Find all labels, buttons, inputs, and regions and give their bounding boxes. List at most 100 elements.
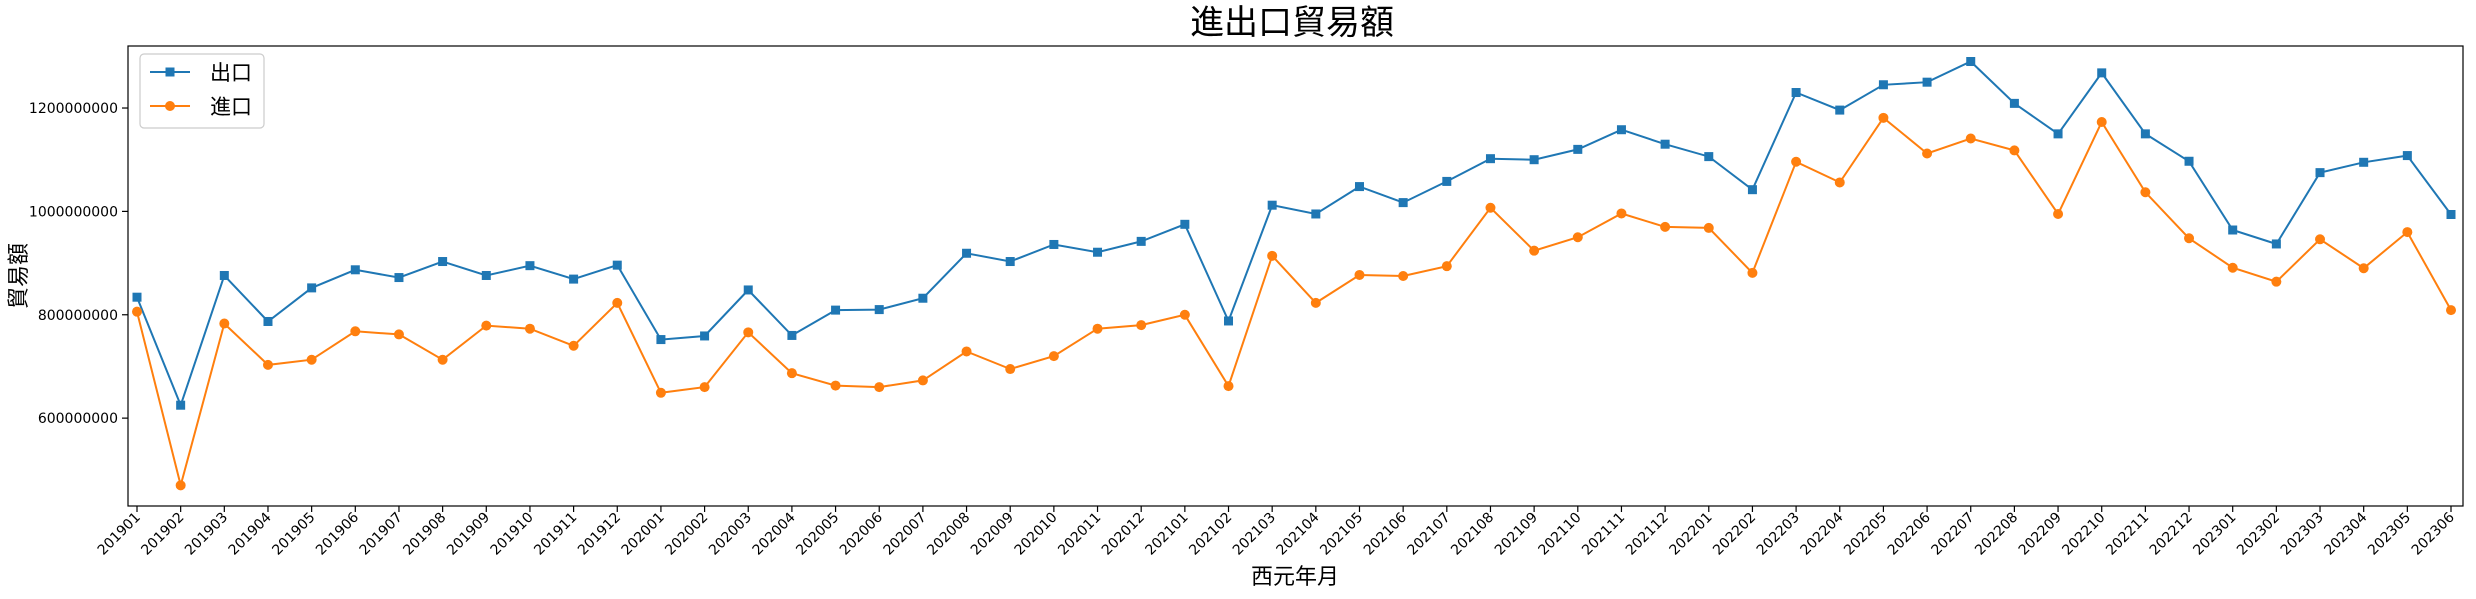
x-tick-label: 202008 [924, 510, 973, 559]
x-tick-label: 201910 [488, 510, 537, 559]
x-tick-label: 202207 [1928, 510, 1977, 559]
x-tick-label: 202201 [1666, 510, 1715, 559]
x-tick-label: 202106 [1361, 509, 1410, 558]
data-point [2315, 234, 2326, 245]
data-point [1529, 245, 1540, 256]
data-point [2359, 157, 2369, 167]
x-tick-label: 201909 [444, 510, 493, 559]
legend-label: 出口 [210, 61, 252, 85]
data-point [2446, 305, 2456, 316]
x-tick-label: 202211 [2103, 510, 2152, 559]
data-point [612, 260, 622, 270]
x-tick-label: 201901 [95, 510, 144, 559]
x-tick-label: 201911 [531, 510, 580, 559]
data-point [656, 335, 666, 345]
x-tick-label: 202210 [2059, 510, 2108, 559]
x-tick-label: 202304 [2321, 509, 2370, 558]
data-point [569, 274, 579, 284]
data-point [612, 297, 623, 308]
x-tick-label: 201912 [575, 510, 624, 559]
data-point [1922, 148, 1933, 159]
data-point [2315, 168, 2325, 178]
x-tick-label: 202009 [968, 510, 1017, 559]
data-point [1747, 185, 1757, 195]
data-point [1791, 156, 1802, 167]
x-tick-label: 202010 [1012, 510, 1061, 559]
data-point [743, 327, 754, 338]
data-point [1616, 208, 1627, 219]
x-tick-label: 201906 [313, 509, 362, 558]
x-tick-label: 202209 [2016, 510, 2065, 559]
y-tick-label: 1200000000 [29, 101, 118, 117]
x-tick-label: 202212 [2147, 510, 2196, 559]
x-tick-label: 202108 [1448, 510, 1497, 559]
data-point [2184, 233, 2195, 244]
legend-label: 進口 [210, 95, 252, 119]
data-point [132, 292, 142, 302]
data-point [394, 273, 404, 283]
data-point [568, 340, 579, 351]
x-tick-label: 202111 [1579, 510, 1628, 559]
legend-marker [165, 67, 175, 77]
data-point [2053, 129, 2063, 139]
data-point [1354, 269, 1365, 280]
data-point [1398, 271, 1409, 281]
y-tick-label: 1000000000 [29, 204, 118, 220]
data-point [917, 375, 928, 386]
data-point [1966, 57, 1976, 67]
data-point [1704, 152, 1714, 162]
data-point [1179, 309, 1190, 320]
x-axis-title: 西元年月 [1251, 565, 1339, 590]
x-tick-label: 202005 [793, 510, 842, 559]
x-tick-label: 202105 [1317, 510, 1366, 559]
data-point [1485, 154, 1495, 164]
data-point [350, 265, 360, 275]
data-point [1441, 261, 1452, 272]
y-tick-label: 800000000 [38, 308, 118, 324]
data-point [918, 293, 928, 303]
x-tick-label: 202006 [837, 509, 886, 558]
x-tick-label: 202104 [1274, 509, 1323, 558]
data-point [1049, 239, 1059, 249]
x-tick-label: 202205 [1841, 510, 1890, 559]
x-tick-label: 201907 [357, 510, 406, 559]
series-line [136, 60, 2452, 409]
data-point [1442, 176, 1452, 186]
data-point [961, 346, 972, 357]
x-tick-label: 201904 [226, 509, 275, 558]
x-tick-label: 202306 [2409, 509, 2458, 558]
data-point [1005, 364, 1016, 375]
data-point [1311, 209, 1321, 219]
data-point [1572, 232, 1583, 243]
data-point [1180, 219, 1190, 229]
x-tick-label: 202007 [881, 510, 930, 559]
data-point [2097, 68, 2107, 78]
data-point [1835, 105, 1845, 115]
data-point [1354, 182, 1364, 192]
series-2 [132, 112, 2456, 491]
data-point [1878, 80, 1888, 90]
data-point [1529, 155, 1539, 165]
data-point [1660, 139, 1670, 149]
data-point [307, 283, 317, 293]
x-tick-label: 202305 [2365, 510, 2414, 559]
y-tick-label: 600000000 [38, 411, 118, 427]
data-point [1223, 381, 1234, 392]
x-tick-label: 202001 [619, 510, 668, 559]
data-point [2402, 151, 2412, 161]
data-point [786, 368, 797, 379]
x-tick-label: 202101 [1143, 510, 1192, 559]
data-point [2053, 208, 2064, 219]
data-point [1136, 320, 1147, 331]
data-point [1573, 144, 1583, 154]
data-point [2227, 262, 2238, 273]
x-tick-label: 201908 [400, 510, 449, 559]
data-point [481, 270, 491, 280]
data-point [219, 318, 230, 329]
x-tick-label: 202004 [750, 509, 799, 558]
data-point [1485, 202, 1496, 213]
x-tick-label: 202302 [2234, 510, 2283, 559]
data-point [1660, 221, 1671, 232]
data-point [831, 305, 841, 315]
data-point [350, 326, 361, 337]
